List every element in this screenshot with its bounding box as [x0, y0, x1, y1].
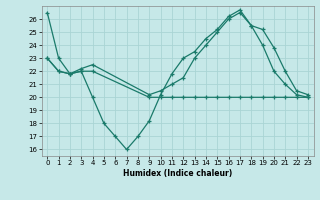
- X-axis label: Humidex (Indice chaleur): Humidex (Indice chaleur): [123, 169, 232, 178]
